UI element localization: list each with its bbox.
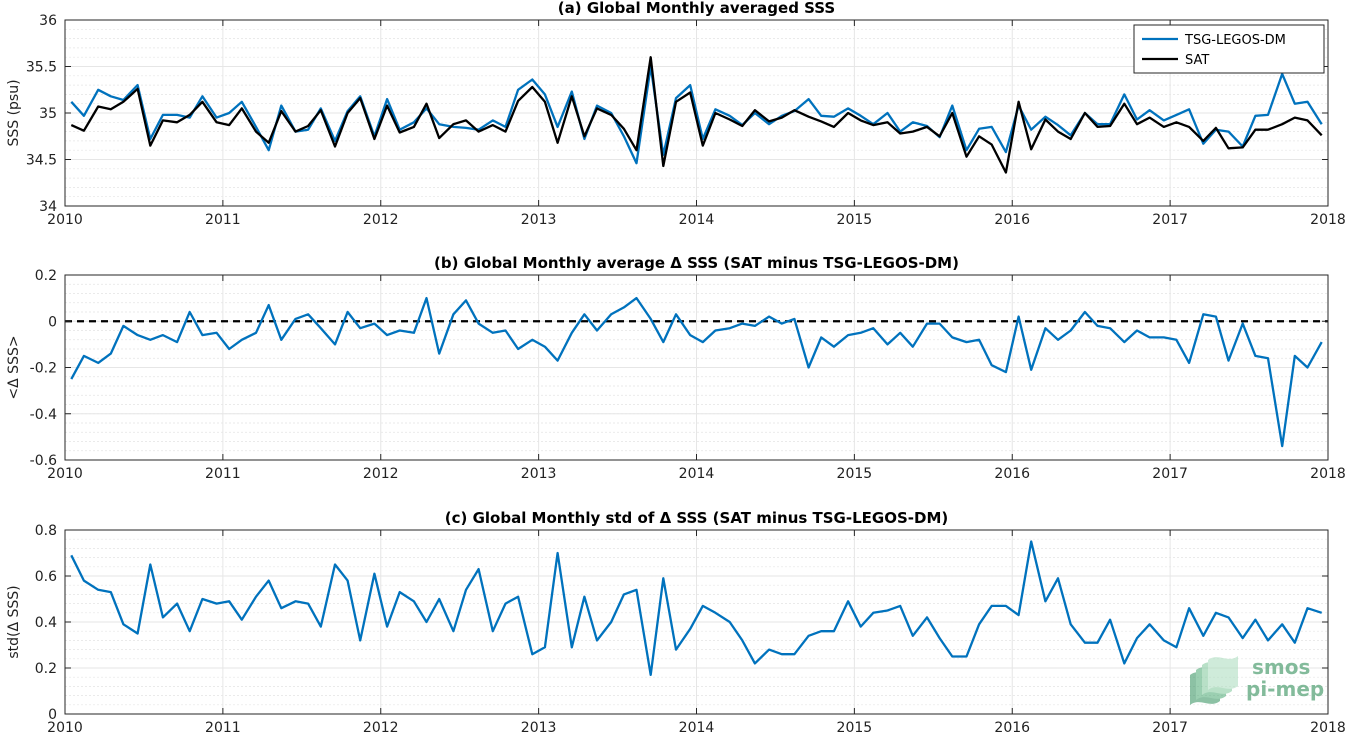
x-tick-label: 2010 <box>47 212 83 228</box>
x-tick-label: 2017 <box>1152 466 1188 482</box>
x-tick-label: 2014 <box>679 720 715 736</box>
y-tick-label: 35 <box>39 106 57 122</box>
legend-entry: TSG-LEGOS-DM <box>1184 33 1286 48</box>
x-tick-label: 2013 <box>521 720 557 736</box>
y-tick-label: 0.2 <box>35 661 57 677</box>
panel-b: 2010 2011 2012 2013 2014 2015 2016 2017 2018 -0.6… <box>6 254 1346 482</box>
x-tick-label: 2015 <box>837 720 873 736</box>
x-tick-label: 2015 <box>837 212 873 228</box>
y-tick-label: -0.2 <box>30 361 57 377</box>
y-tick-label: -0.4 <box>30 407 57 423</box>
y-tick-label: 0.8 <box>35 523 57 539</box>
y-tick-label: 0.4 <box>35 615 57 631</box>
x-tick-label: 2018 <box>1310 720 1346 736</box>
y-tick-label: 0.6 <box>35 569 57 585</box>
x-tick-label: 2017 <box>1152 720 1188 736</box>
logo-text-pimep: pi-mep <box>1246 677 1324 701</box>
series-line-sat <box>70 56 1323 174</box>
y-tick-label: 0 <box>48 314 57 330</box>
x-tick-label: 2011 <box>205 466 241 482</box>
x-tick-label: 2012 <box>363 212 399 228</box>
logo-wave-shape <box>1208 656 1238 690</box>
x-tick-label: 2012 <box>363 720 399 736</box>
smos-pimep-logo-icon <box>1190 656 1238 705</box>
y-tick-label: 34.5 <box>26 153 57 169</box>
legend: TSG-LEGOS-DM SAT <box>1133 24 1325 74</box>
legend-box <box>1133 24 1325 74</box>
y-tick-label: 35.5 <box>26 60 57 76</box>
y-axis-label: SSS (psu) <box>6 79 22 146</box>
x-tick-label: 2016 <box>994 466 1030 482</box>
x-tick-label: 2014 <box>679 466 715 482</box>
y-axis-label: <Δ SSS> <box>6 335 22 399</box>
x-tick-label: 2016 <box>994 720 1030 736</box>
x-tick-label: 2013 <box>521 466 557 482</box>
chart-title: (a) Global Monthly averaged SSS <box>558 0 835 17</box>
y-tick-label: 34 <box>39 199 57 215</box>
panel-c: 2010 2011 2012 2013 2014 2015 2016 2017 2018 0 0.2… <box>6 509 1346 736</box>
logo-text-smos: smos <box>1252 655 1310 679</box>
x-tick-label: 2012 <box>363 466 399 482</box>
y-tick-label: -0.6 <box>30 453 57 469</box>
y-tick-label: 0 <box>48 707 57 723</box>
x-tick-label: 2017 <box>1152 212 1188 228</box>
x-tick-label: 2014 <box>679 212 715 228</box>
x-tick-label: 2011 <box>205 212 241 228</box>
x-tick-label: 2013 <box>521 212 557 228</box>
y-tick-label: 36 <box>39 13 57 29</box>
chart-title: (c) Global Monthly std of Δ SSS (SAT min… <box>445 509 948 527</box>
x-tick-label: 2016 <box>994 212 1030 228</box>
x-tick-label: 2015 <box>837 466 873 482</box>
y-axis-label: std(Δ SSS) <box>6 585 22 658</box>
chart-title: (b) Global Monthly average Δ SSS (SAT mi… <box>434 254 959 272</box>
x-tick-label: 2018 <box>1310 212 1346 228</box>
x-tick-label: 2011 <box>205 720 241 736</box>
x-tick-label: 2010 <box>47 466 83 482</box>
series-line-tsg-legos-dm <box>70 65 1323 165</box>
series-line-delta-sss <box>70 540 1323 677</box>
series-line-delta-sss <box>70 296 1323 448</box>
y-tick-label: 0.2 <box>35 268 57 284</box>
panel-a: 2010 2011 2012 2013 2014 2015 2016 2017 2018 34 34… <box>6 0 1346 228</box>
x-tick-label: 2018 <box>1310 466 1346 482</box>
legend-entry: SAT <box>1185 53 1209 68</box>
x-tick-label: 2010 <box>47 720 83 736</box>
